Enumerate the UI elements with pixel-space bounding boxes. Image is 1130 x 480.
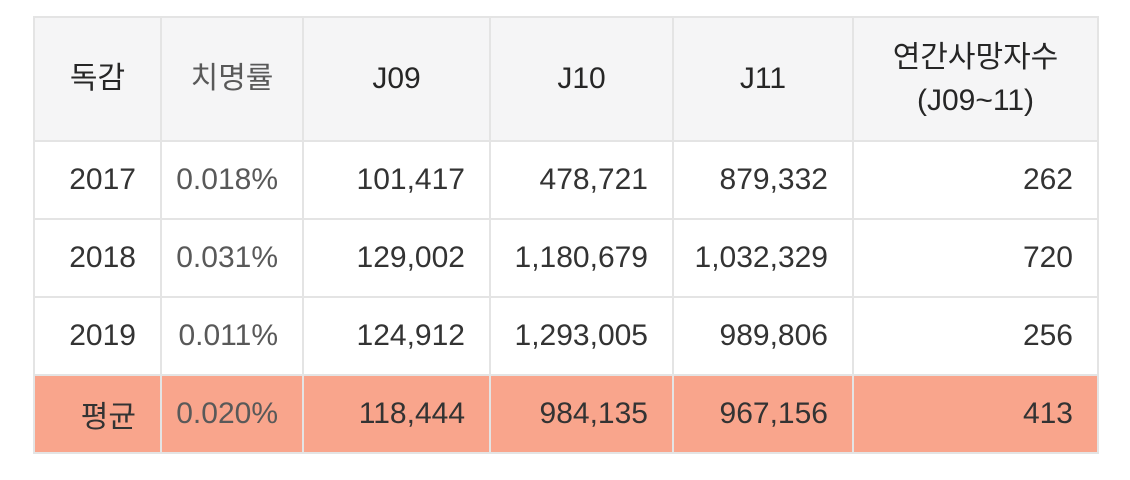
cell-annual-deaths: 413 [852,374,1099,454]
cell-year: 2018 [33,218,162,298]
column-header-j10: J10 [489,16,674,142]
cell-j09: 129,002 [302,218,491,298]
cell-j10: 478,721 [489,140,674,220]
table-row-average: 평균 0.020% 118,444 984,135 967,156 413 [33,374,1099,454]
cell-j11: 967,156 [672,374,854,454]
cell-fatality-rate: 0.020% [160,374,304,454]
column-header-fatality-rate: 치명률 [160,16,304,142]
cell-year: 2019 [33,296,162,376]
column-header-annual-deaths: 연간사망자수 (J09~11) [852,16,1099,142]
cell-j11: 1,032,329 [672,218,854,298]
column-header-j11: J11 [672,16,854,142]
cell-j09: 124,912 [302,296,491,376]
table-row-2018: 2018 0.031% 129,002 1,180,679 1,032,329 … [33,218,1099,298]
table-row-2019: 2019 0.011% 124,912 1,293,005 989,806 25… [33,296,1099,376]
cell-fatality-rate: 0.018% [160,140,304,220]
cell-j11: 989,806 [672,296,854,376]
cell-j09: 118,444 [302,374,491,454]
cell-fatality-rate: 0.031% [160,218,304,298]
cell-j10: 1,180,679 [489,218,674,298]
cell-year: 2017 [33,140,162,220]
flu-statistics-table-container: 독감 치명률 J09 J10 J11 연간사망자수 (J09~11) 2017 … [33,16,1099,454]
table-row-2017: 2017 0.018% 101,417 478,721 879,332 262 [33,140,1099,220]
cell-annual-deaths: 720 [852,218,1099,298]
cell-average-label: 평균 [33,374,162,454]
header-row: 독감 치명률 J09 J10 J11 연간사망자수 (J09~11) [33,16,1099,142]
cell-j11: 879,332 [672,140,854,220]
cell-annual-deaths: 256 [852,296,1099,376]
cell-fatality-rate: 0.011% [160,296,304,376]
flu-statistics-table: 독감 치명률 J09 J10 J11 연간사망자수 (J09~11) 2017 … [33,16,1099,454]
cell-j10: 1,293,005 [489,296,674,376]
cell-annual-deaths: 262 [852,140,1099,220]
column-header-flu-year: 독감 [33,16,162,142]
column-header-j09: J09 [302,16,491,142]
cell-j09: 101,417 [302,140,491,220]
cell-j10: 984,135 [489,374,674,454]
